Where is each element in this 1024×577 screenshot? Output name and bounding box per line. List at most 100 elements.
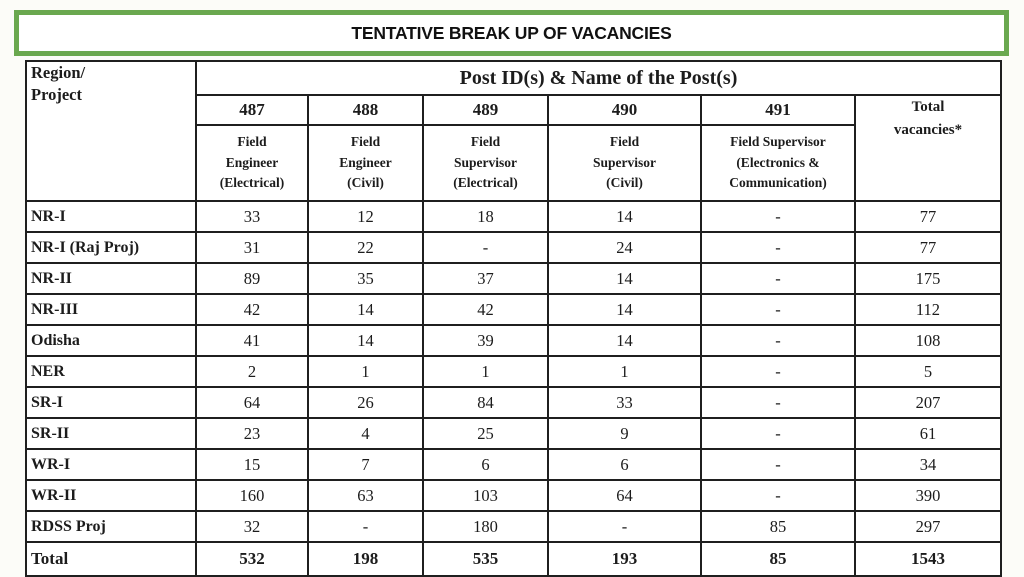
region-project-header: Region/ Project: [25, 60, 197, 202]
table-row: WR-II 160 63 103 64 - 390: [25, 479, 1002, 512]
cell-value: 390: [854, 479, 1002, 512]
cell-region: NER: [25, 355, 197, 388]
cell-value: -: [307, 510, 424, 543]
cell-region: NR-I (Raj Proj): [25, 231, 197, 264]
cell-value: 12: [307, 200, 424, 233]
cell-value: 63: [307, 479, 424, 512]
cell-value: 160: [195, 479, 309, 512]
cell-value: 33: [547, 386, 702, 419]
cell-value: -: [700, 200, 856, 233]
header-row-post-ids: 487 488 489 490 491 Total vacancies*: [26, 94, 1002, 202]
cell-value: 33: [195, 200, 309, 233]
table-row: NER 2 1 1 1 - 5: [25, 355, 1002, 388]
cell-value: 37: [422, 262, 549, 295]
cell-region: RDSS Proj: [25, 510, 197, 543]
cell-region: WR-I: [25, 448, 197, 481]
cell-value: 9: [547, 417, 702, 450]
cell-value: 77: [854, 200, 1002, 233]
cell-value: 4: [307, 417, 424, 450]
cell-value: 532: [195, 541, 309, 577]
cell-value: 108: [854, 324, 1002, 357]
cell-value: 42: [422, 293, 549, 326]
cell-value: 64: [547, 479, 702, 512]
cell-region: NR-II: [25, 262, 197, 295]
table-row: NR-I (Raj Proj) 31 22 - 24 - 77: [25, 231, 1002, 264]
cell-value: 1: [547, 355, 702, 388]
cell-value: 61: [854, 417, 1002, 450]
post-id-header: 490: [547, 94, 702, 126]
cell-value: 14: [307, 324, 424, 357]
post-id-header: 491: [700, 94, 856, 126]
cell-value: 24: [547, 231, 702, 264]
cell-value: 32: [195, 510, 309, 543]
page-title: TENTATIVE BREAK UP OF VACANCIES: [351, 22, 672, 43]
post-name-header: Field Engineer (Electrical): [195, 124, 309, 202]
cell-value: 22: [307, 231, 424, 264]
cell-value: 6: [422, 448, 549, 481]
cell-value: 7: [307, 448, 424, 481]
cell-value: -: [700, 262, 856, 295]
total-vacancies-header: Total vacancies*: [854, 94, 1002, 202]
cell-value: 85: [700, 541, 856, 577]
post-name-header: Field Supervisor (Electrical): [422, 124, 549, 202]
cell-value: 23: [195, 417, 309, 450]
cell-value: 35: [307, 262, 424, 295]
table-row: NR-I 33 12 18 14 - 77: [25, 200, 1002, 233]
cell-value: 1543: [854, 541, 1002, 577]
cell-region: NR-I: [25, 200, 197, 233]
cell-value: 1: [307, 355, 424, 388]
cell-value: 14: [547, 262, 702, 295]
cell-region: SR-II: [25, 417, 197, 450]
table-row: NR-III 42 14 42 14 - 112: [25, 293, 1002, 326]
cell-value: -: [700, 417, 856, 450]
cell-region: WR-II: [25, 479, 197, 512]
cell-region: NR-III: [25, 293, 197, 326]
header-row-post-names: Field Engineer (Electrical) Field Enginee…: [26, 124, 1001, 202]
cell-value: 14: [547, 200, 702, 233]
post-id-header: 489: [422, 94, 549, 126]
cell-value: -: [700, 355, 856, 388]
cell-value: -: [700, 479, 856, 512]
cell-value: 14: [547, 293, 702, 326]
cell-value: 64: [195, 386, 309, 419]
post-id-header: 488: [307, 94, 424, 126]
cell-value: 15: [195, 448, 309, 481]
cell-value: 77: [854, 231, 1002, 264]
cell-value: 6: [547, 448, 702, 481]
post-name-header: Field Engineer (Civil): [307, 124, 424, 202]
table-header: Region/ Project Post ID(s) & Name of the…: [25, 60, 1002, 202]
cell-value: 14: [307, 293, 424, 326]
cell-value: -: [700, 293, 856, 326]
cell-value: -: [700, 386, 856, 419]
post-name-header: Field Supervisor (Electronics & Communic…: [700, 124, 856, 202]
table-row: NR-II 89 35 37 14 - 175: [25, 262, 1002, 295]
cell-value: 1: [422, 355, 549, 388]
post-name-header: Field Supervisor (Civil): [547, 124, 702, 202]
cell-value: 84: [422, 386, 549, 419]
header-row-group: Region/ Project Post ID(s) & Name of the…: [25, 60, 1002, 202]
cell-value: 535: [422, 541, 549, 577]
cell-value: 34: [854, 448, 1002, 481]
cell-value: 41: [195, 324, 309, 357]
table-row: RDSS Proj 32 - 180 - 85 297: [25, 510, 1002, 543]
cell-value: 103: [422, 479, 549, 512]
table-row: WR-I 15 7 6 6 - 34: [25, 448, 1002, 481]
title-box: TENTATIVE BREAK UP OF VACANCIES: [14, 10, 1009, 56]
table-row: Odisha 41 14 39 14 - 108: [25, 324, 1002, 357]
cell-value: 85: [700, 510, 856, 543]
cell-value: -: [700, 231, 856, 264]
cell-value: 31: [195, 231, 309, 264]
cell-value: 180: [422, 510, 549, 543]
post-group-header: Post ID(s) & Name of the Post(s): [195, 60, 1002, 96]
cell-value: -: [422, 231, 549, 264]
cell-value: 175: [854, 262, 1002, 295]
cell-value: 42: [195, 293, 309, 326]
cell-value: 2: [195, 355, 309, 388]
cell-value: 5: [854, 355, 1002, 388]
cell-value: 198: [307, 541, 424, 577]
cell-value: -: [547, 510, 702, 543]
cell-value: 39: [422, 324, 549, 357]
cell-region: SR-I: [25, 386, 197, 419]
cell-value: 112: [854, 293, 1002, 326]
